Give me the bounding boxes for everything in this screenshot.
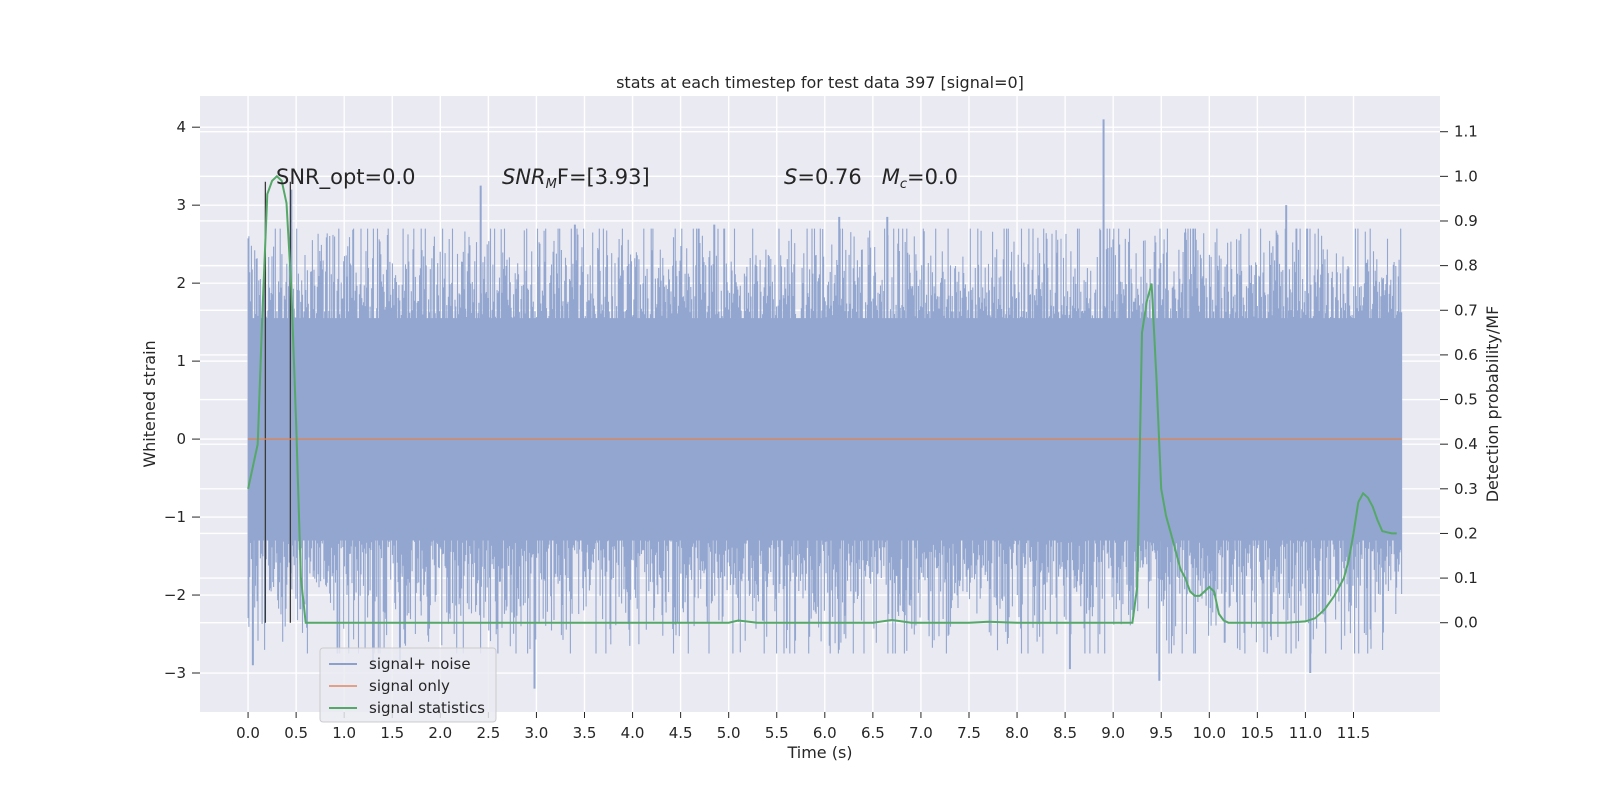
annotation-snr-mf: SNRMF=[3.93] (502, 165, 650, 192)
y-left-tick-label: −3 (164, 664, 186, 682)
y-right-tick-label: 0.7 (1454, 301, 1478, 319)
x-tick-label: 3.5 (573, 724, 597, 742)
x-tick-label: 4.0 (621, 724, 645, 742)
x-tick-label: 9.5 (1149, 724, 1173, 742)
x-tick-label: 1.5 (380, 724, 404, 742)
x-tick-label: 6.5 (861, 724, 885, 742)
x-tick-label: 11.5 (1337, 724, 1370, 742)
x-axis-label: Time (s) (786, 743, 852, 762)
x-tick-label: 8.0 (1005, 724, 1029, 742)
y-right-tick-label: 0.3 (1454, 480, 1478, 498)
x-tick-label: 10.0 (1193, 724, 1226, 742)
legend-box (319, 647, 497, 723)
y-left-tick-label: −2 (164, 586, 186, 604)
x-tick-label: 4.5 (669, 724, 693, 742)
x-tick-label: 2.5 (476, 724, 500, 742)
y-right-tick-label: 1.0 (1454, 167, 1478, 185)
y-left-axis-label: Whitened strain (140, 340, 159, 467)
x-tick-label: 5.0 (717, 724, 741, 742)
y-right-tick-label: 0.9 (1454, 212, 1478, 230)
x-tick-label: 2.0 (428, 724, 452, 742)
x-tick-label: 10.5 (1241, 724, 1274, 742)
y-right-tick-label: 0.6 (1454, 346, 1478, 364)
y-right-tick-label: 0.4 (1454, 435, 1478, 453)
y-right-tick-label: 0.2 (1454, 524, 1478, 542)
y-left-tick-label: 2 (176, 274, 186, 292)
y-left-tick-label: −1 (164, 508, 186, 526)
x-tick-label: 8.5 (1053, 724, 1077, 742)
y-right-tick-label: 0.8 (1454, 257, 1478, 275)
x-tick-label: 3.0 (525, 724, 549, 742)
y-left-tick-label: 4 (176, 118, 186, 136)
x-tick-label: 0.5 (284, 724, 308, 742)
y-left-axis-ticks: −3 −2 −1 0 1 2 3 4 (164, 118, 200, 682)
signal-statistics-series (247, 174, 1397, 624)
x-tick-label: 7.5 (957, 724, 981, 742)
chart-title: stats at each timestep for test data 397… (616, 73, 1024, 92)
legend-label-signal-only: signal only (369, 677, 450, 695)
y-right-tick-label: 0.5 (1454, 391, 1478, 409)
x-tick-label: 6.0 (813, 724, 837, 742)
x-tick-label: 7.0 (909, 724, 933, 742)
x-tick-label: 1.0 (332, 724, 356, 742)
signal-noise-series (247, 119, 1403, 689)
annotation-snr-opt: SNR_opt=0.0 (276, 165, 416, 190)
signal-noise-trace (247, 228, 1403, 654)
y-left-tick-label: 0 (176, 430, 186, 448)
y-right-tick-label: 1.1 (1454, 123, 1478, 141)
signal-statistics-line (247, 174, 1397, 624)
y-right-tick-label: 0.0 (1454, 614, 1478, 632)
annotation-s-mc: S=0.76 Mc=0.0 (784, 165, 958, 192)
y-right-tick-label: 0.1 (1454, 569, 1478, 587)
x-tick-label: 11.0 (1289, 724, 1322, 742)
chart-legend: signal+ noise signal only signal statist… (319, 647, 497, 723)
x-tick-label: 5.5 (765, 724, 789, 742)
x-axis-ticks: 0.0 0.5 1.0 1.5 2.0 2.5 3.0 3.5 4.0 4.5 5.0 5.5 6.0 6… (236, 712, 1370, 742)
y-right-axis-ticks: 0.0 0.1 0.2 0.3 0.4 0.5 0.6 0.7 0.8 0.9 1.0 1.1 (1440, 123, 1478, 632)
legend-label-signal-statistics: signal statistics (369, 699, 485, 717)
y-right-axis-label: Detection probability/MF (1483, 306, 1502, 503)
y-left-tick-label: 3 (176, 196, 186, 214)
x-tick-label: 0.0 (236, 724, 260, 742)
x-tick-label: 9.0 (1101, 724, 1125, 742)
y-left-tick-label: 1 (176, 352, 186, 370)
legend-label-signal-noise: signal+ noise (369, 655, 471, 673)
